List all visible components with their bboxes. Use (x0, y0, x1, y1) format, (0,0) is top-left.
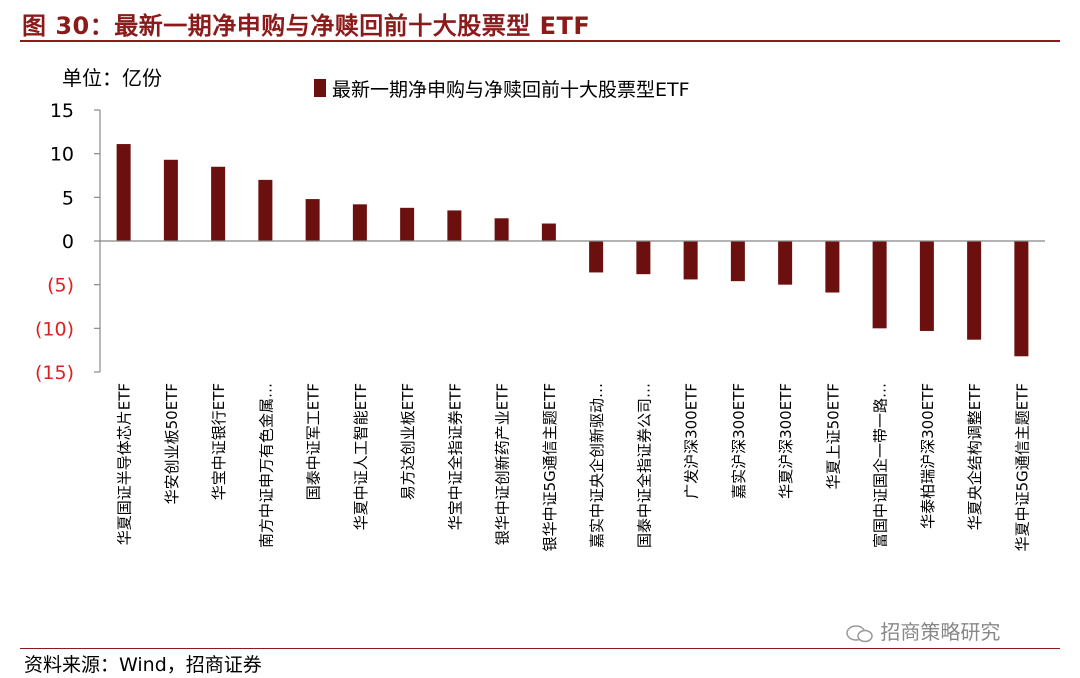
category-label: 国泰中证全指证券公司… (635, 383, 653, 548)
bar (683, 241, 698, 280)
y-tick-label: (5) (47, 275, 74, 297)
category-label: 华宝中证全指证券ETF (446, 383, 464, 530)
category-label: 华夏国证半导体芯片ETF (116, 383, 134, 545)
category-label: 华夏沪深300ETF (777, 383, 795, 499)
category-label: 华夏央企结构调整ETF (966, 383, 984, 530)
bar (447, 210, 462, 241)
category-label: 华泰柏瑞沪深300ETF (919, 383, 937, 529)
y-tick-label: 5 (62, 187, 74, 209)
bar (778, 241, 793, 285)
source-divider (20, 648, 1060, 649)
y-tick-label: 15 (50, 100, 74, 122)
y-tick-label: (15) (35, 362, 74, 384)
bar (541, 223, 556, 241)
category-label: 银华中证5G通信主题ETF (541, 383, 559, 551)
legend-swatch (314, 79, 326, 97)
y-tick-label: 10 (50, 144, 74, 166)
bar (305, 199, 320, 241)
bar (494, 218, 509, 241)
bars (116, 144, 1029, 357)
bar (872, 241, 887, 329)
category-label: 华夏中证人工智能ETF (352, 383, 370, 530)
category-label: 华安创业板50ETF (163, 383, 181, 504)
bar (825, 241, 840, 293)
y-tick-label: (10) (35, 318, 74, 340)
category-labels: 华夏国证半导体芯片ETF 华安创业板50ETF 华宝中证银行ETF 南方中证申万有色金… (116, 383, 1032, 551)
bar (589, 241, 604, 273)
y-tick-label: 0 (62, 231, 74, 253)
bar (211, 166, 226, 241)
bar (919, 241, 934, 331)
category-label: 嘉实沪深300ETF (730, 383, 748, 499)
bar (1014, 241, 1029, 357)
category-label: 嘉实中证央企创新驱动… (588, 383, 606, 548)
category-label: 广发沪深300ETF (683, 383, 701, 499)
category-label: 华夏上证50ETF (824, 383, 842, 489)
bar (163, 159, 178, 241)
legend-label: 最新一期净申购与净赎回前十大股票型ETF (332, 79, 690, 101)
category-label: 富国中证国企一带一路… (872, 383, 890, 548)
legend: 最新一期净申购与净赎回前十大股票型ETF (314, 79, 690, 101)
bar (116, 144, 131, 241)
bar (636, 241, 651, 275)
category-label: 南方中证申万有色金属… (257, 383, 275, 548)
watermark: 招商策略研究 (846, 616, 1000, 645)
category-label: 国泰中证军工ETF (305, 383, 323, 500)
wechat-icon (846, 624, 873, 642)
category-label: 银华中证创新药产业ETF (494, 383, 512, 545)
bar (352, 204, 367, 241)
watermark-text: 招商策略研究 (880, 620, 1001, 644)
bar (730, 241, 745, 282)
y-axis: 15 10 5 0 (5) (10) (15) (35, 100, 101, 384)
bar (258, 179, 273, 241)
unit-label: 单位：亿份 (62, 66, 162, 90)
bar-chart: 最新一期净申购与净赎回前十大股票型ETF 15 10 5 0 (5) (10) (15) 华… (35, 79, 1045, 551)
category-label: 易方达创业板ETF (399, 383, 417, 500)
figure-title: 图 30：最新一期净申购与净赎回前十大股票型 ETF (22, 12, 591, 40)
bar (400, 207, 415, 241)
title-divider (20, 40, 1060, 42)
bar (967, 241, 982, 340)
category-label: 华宝中证银行ETF (210, 383, 228, 500)
category-label: 华夏中证5G通信主题ETF (1013, 383, 1031, 551)
source-note: 资料来源：Wind，招商证券 (24, 654, 262, 676)
